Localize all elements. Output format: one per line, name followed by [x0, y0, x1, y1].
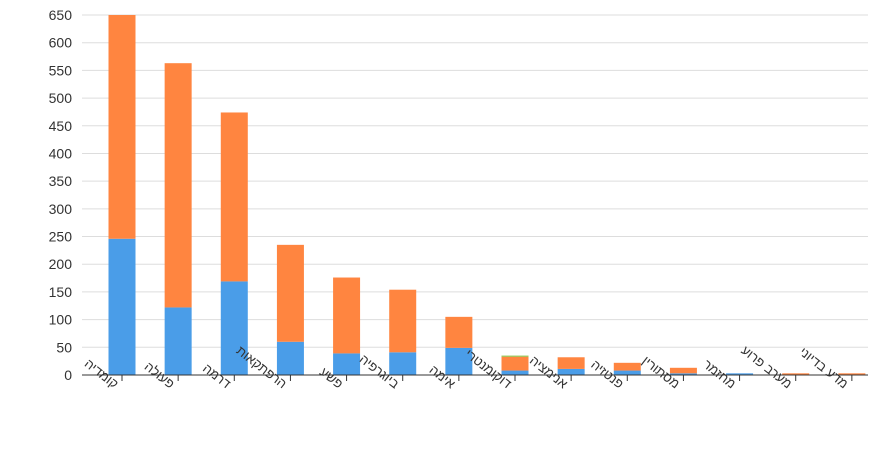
bar-segment [669, 367, 697, 374]
y-tick-label: 250 [49, 229, 73, 245]
y-tick-label: 550 [49, 62, 73, 78]
x-category-label: מערב פרוע [738, 343, 795, 392]
bar-segment [557, 368, 585, 375]
y-tick-label: 300 [49, 201, 73, 217]
bar-segment [613, 370, 641, 375]
bar-segment [108, 15, 136, 239]
bars [108, 15, 866, 375]
bar-segment [220, 281, 248, 375]
y-axis-ticks: 0 50 100 150 200 250 300 350 400 450 500 550 600 650 [49, 7, 73, 383]
bar-segment [557, 357, 585, 369]
bar-segment [276, 341, 304, 375]
y-tick-label: 500 [49, 90, 73, 106]
bar-segment [389, 289, 417, 353]
y-tick-label: 0 [64, 367, 72, 383]
bar-segment [333, 277, 361, 354]
bar-segment [445, 347, 473, 375]
bar-segment [333, 353, 361, 375]
y-tick-label: 100 [49, 312, 73, 328]
bar-segment [501, 355, 529, 357]
y-tick-label: 600 [49, 35, 73, 51]
y-tick-label: 350 [49, 173, 73, 189]
bar-segment [501, 356, 529, 371]
y-tick-label: 50 [56, 339, 72, 355]
x-category-label: פנטזיה [588, 357, 626, 392]
bar-segment [726, 373, 754, 375]
bar-segment [445, 316, 473, 348]
x-axis [82, 374, 868, 381]
bar-segment [838, 373, 866, 375]
bar-segment [164, 307, 192, 375]
bar-segment [501, 370, 529, 375]
y-gridlines [82, 14, 868, 376]
bar-segment [782, 373, 810, 375]
y-tick-label: 150 [49, 284, 73, 300]
y-tick-label: 400 [49, 145, 73, 161]
x-category-label: מדע בדיוני [797, 344, 852, 391]
bar-segment [276, 244, 304, 342]
y-tick-label: 650 [49, 7, 73, 23]
bar-segment [389, 352, 417, 375]
bar-segment [108, 238, 136, 375]
y-tick-label: 450 [49, 118, 73, 134]
bar-segment [164, 63, 192, 308]
y-tick-label: 200 [49, 256, 73, 272]
x-category-label: מחזמר [700, 357, 739, 392]
bar-segment [220, 112, 248, 282]
bar-segment [613, 362, 641, 371]
bar-segment [669, 373, 697, 375]
